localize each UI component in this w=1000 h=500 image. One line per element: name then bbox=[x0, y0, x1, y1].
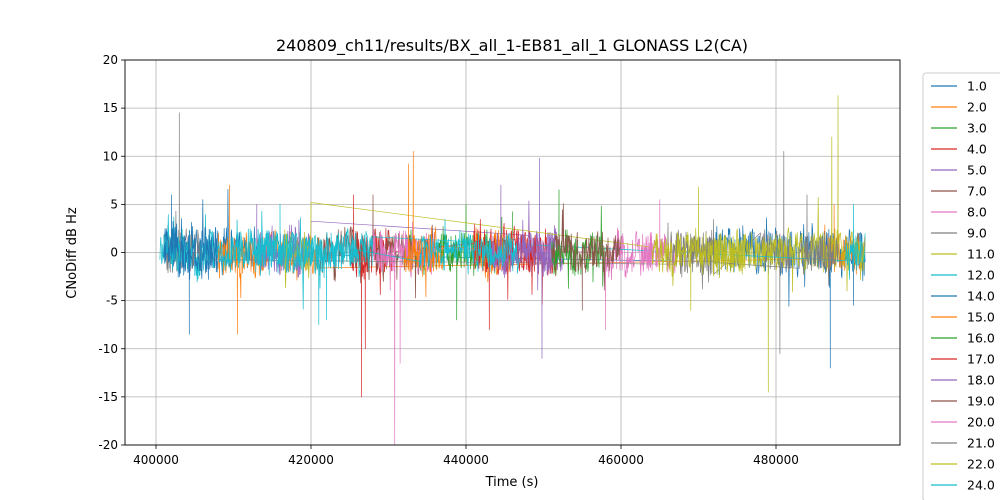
legend-label: 24.0 bbox=[967, 478, 995, 493]
legend-label: 19.0 bbox=[967, 394, 995, 409]
series-line-12-0 bbox=[159, 204, 866, 321]
x-tick-label: 440000 bbox=[443, 453, 489, 467]
axis-ticks: 400000 420000 440000 460000 480000 20 15 10 5 0 -5… bbox=[98, 53, 799, 467]
legend-label: 22.0 bbox=[967, 457, 995, 472]
legend-label: 14.0 bbox=[967, 289, 995, 304]
y-tick-label: -5 bbox=[106, 294, 118, 308]
y-axis-label: CNoDiff dB Hz bbox=[65, 207, 80, 299]
y-tick-label: 15 bbox=[103, 101, 118, 115]
legend-label: 3.0 bbox=[967, 121, 987, 136]
series-line-14-0 bbox=[163, 194, 219, 280]
legend-label: 7.0 bbox=[967, 184, 987, 199]
x-tick-label: 400000 bbox=[133, 453, 179, 467]
legend-label: 20.0 bbox=[967, 415, 995, 430]
legend-label: 12.0 bbox=[967, 268, 995, 283]
y-tick-label: 20 bbox=[103, 53, 118, 67]
chart-title: 240809_ch11/results/BX_all_1-EB81_all_1 … bbox=[276, 36, 748, 56]
series-line-20-0 bbox=[643, 199, 676, 278]
legend-label: 8.0 bbox=[967, 205, 987, 220]
legend-label: 15.0 bbox=[967, 310, 995, 325]
legend-label: 17.0 bbox=[967, 352, 995, 367]
legend-label: 9.0 bbox=[967, 226, 987, 241]
legend-label: 2.0 bbox=[967, 100, 987, 115]
legend: 1.0 2.0 3.0 4.0 5.0 7.0 8.0 9.0 11.0 12.0 14.0 15.0… bbox=[922, 72, 1000, 500]
series-line-9-0 bbox=[163, 112, 792, 354]
plot-area bbox=[159, 95, 866, 445]
x-tick-label: 420000 bbox=[288, 453, 334, 467]
legend-label: 1.0 bbox=[967, 79, 987, 94]
series-line-24-0 bbox=[256, 204, 521, 326]
y-tick-label: -15 bbox=[98, 390, 118, 404]
legend-label: 11.0 bbox=[967, 247, 995, 262]
y-tick-label: 0 bbox=[110, 246, 118, 260]
legend-label: 4.0 bbox=[967, 142, 987, 157]
y-tick-label: -10 bbox=[98, 342, 118, 356]
x-axis-label: Time (s) bbox=[485, 475, 539, 490]
y-tick-label: 5 bbox=[110, 197, 118, 211]
y-tick-label: -20 bbox=[98, 438, 118, 452]
legend-frame bbox=[922, 72, 1000, 500]
legend-label: 5.0 bbox=[967, 163, 987, 178]
series-line-19-0 bbox=[550, 203, 622, 311]
series-line-22-0 bbox=[651, 186, 746, 311]
legend-label: 16.0 bbox=[967, 331, 995, 346]
x-tick-label: 480000 bbox=[753, 453, 799, 467]
legend-label: 18.0 bbox=[967, 373, 995, 388]
series-line-2-0 bbox=[217, 184, 866, 335]
legend-label: 21.0 bbox=[967, 436, 995, 451]
y-tick-label: 10 bbox=[103, 149, 118, 163]
x-tick-label: 460000 bbox=[598, 453, 644, 467]
